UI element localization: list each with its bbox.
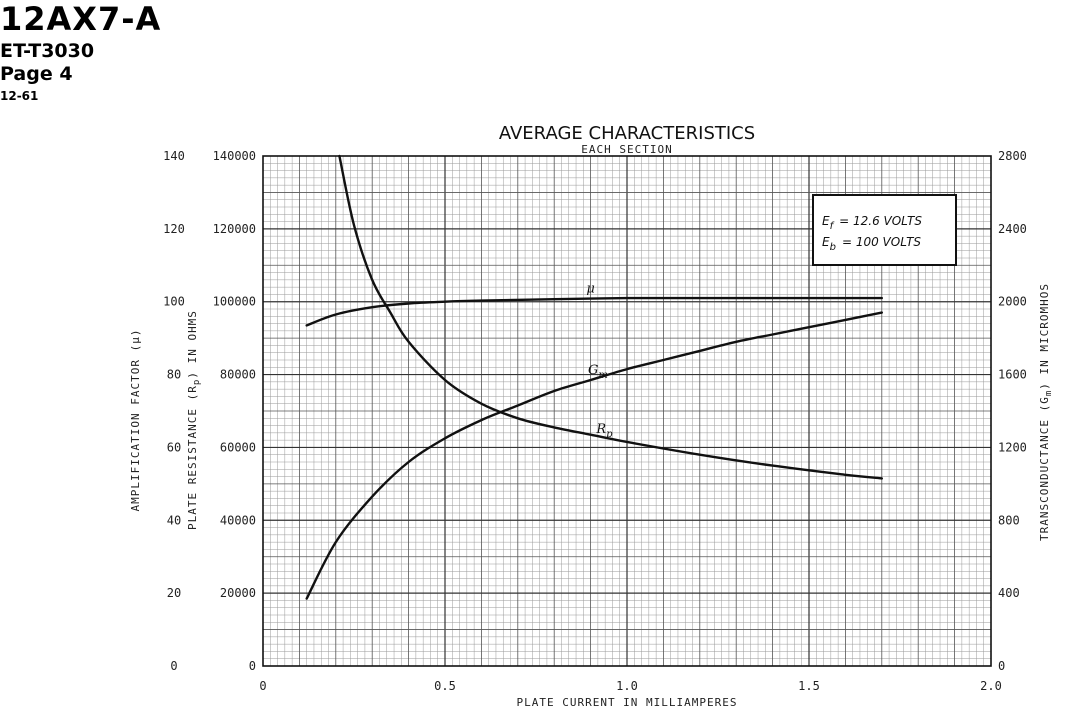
rp-tick-label: 60000 bbox=[220, 440, 256, 454]
rp-tick-label: 120000 bbox=[213, 222, 256, 236]
ef-value: = 12.6 VOLTS bbox=[839, 214, 922, 228]
rp-curve bbox=[338, 154, 883, 480]
gm-axis-ticks: 0 400 800 1200 1600 2000 2400 2800 bbox=[998, 149, 1027, 673]
conditions-box-frame bbox=[812, 194, 957, 266]
plot-frame bbox=[262, 155, 992, 667]
x-tick-label: 1.0 bbox=[616, 679, 638, 693]
page-number: Page 4 bbox=[0, 63, 73, 85]
gm-tick-label: 2000 bbox=[998, 295, 1027, 309]
gm-tick-label: 2400 bbox=[998, 222, 1027, 236]
eb-symbol: E bbox=[822, 235, 830, 249]
mu-tick-label: 120 bbox=[163, 222, 185, 236]
x-tick-label: 0 bbox=[259, 679, 266, 693]
mu-tick-label: 80 bbox=[167, 368, 181, 382]
gm-axis-label-sub: m bbox=[1044, 390, 1054, 396]
gm-axis-label-tail: ) IN MICROMHOS bbox=[1038, 283, 1051, 390]
rp-axis-ticks: 0 20000 40000 60000 80000 100000 120000 140000 bbox=[213, 149, 256, 673]
chart-title: AVERAGE CHARACTERISTICS bbox=[499, 123, 755, 144]
gm-tick-label: 2800 bbox=[998, 149, 1027, 163]
data-curves bbox=[305, 154, 883, 600]
conditions-box: Ef = 12.6 VOLTS Eb = 100 VOLTS bbox=[812, 194, 957, 266]
series-name: μ bbox=[586, 282, 594, 297]
major-grid bbox=[263, 156, 991, 666]
rp-tick-label: 100000 bbox=[213, 295, 256, 309]
chart-subtitle: EACH SECTION bbox=[581, 143, 672, 156]
x-tick-label: 0.5 bbox=[434, 679, 456, 693]
eb-subscript: b bbox=[830, 242, 836, 253]
gm-tick-label: 800 bbox=[998, 513, 1020, 527]
mu-tick-label: 40 bbox=[167, 513, 181, 527]
x-axis-label: PLATE CURRENT IN MILLIAMPERES bbox=[516, 696, 737, 709]
ef-symbol: E bbox=[822, 214, 830, 228]
series-name-sub: p bbox=[606, 429, 613, 440]
rp-axis-label: PLATE RESISTANCE (Rp) IN OHMS bbox=[186, 310, 202, 530]
gm-axis-label-main: TRANSCONDUCTANCE (G bbox=[1038, 396, 1051, 541]
series-name: G bbox=[588, 363, 598, 378]
gm-axis-label: TRANSCONDUCTANCE (Gm) IN MICROMHOS bbox=[1038, 283, 1054, 541]
rp-tick-label: 0 bbox=[249, 659, 256, 673]
gm-tick-label: 400 bbox=[998, 586, 1020, 600]
rp-tick-label: 140000 bbox=[213, 149, 256, 163]
document-date: 12-61 bbox=[0, 89, 39, 103]
mu-tick-label: 0 bbox=[170, 659, 177, 673]
x-axis-ticks: 0 0.5 1.0 1.5 2.0 bbox=[259, 679, 1001, 693]
rp-tick-label: 20000 bbox=[220, 586, 256, 600]
mu-curve bbox=[305, 296, 883, 327]
mu-tick-label: 20 bbox=[167, 586, 181, 600]
mu-tick-label: 60 bbox=[167, 440, 181, 454]
mu-tick-label: 140 bbox=[163, 149, 185, 163]
x-tick-label: 2.0 bbox=[980, 679, 1002, 693]
gm-tick-label: 1200 bbox=[998, 440, 1027, 454]
gm-tick-label: 0 bbox=[998, 659, 1005, 673]
eb-condition: Eb = 100 VOLTS bbox=[822, 235, 921, 253]
document-code: ET-T3030 bbox=[0, 40, 95, 62]
gm-tick-label: 1600 bbox=[998, 368, 1027, 382]
series-name: R bbox=[595, 422, 606, 437]
x-tick-label: 1.5 bbox=[798, 679, 820, 693]
mu-tick-label: 100 bbox=[163, 295, 185, 309]
series-name-sub: m bbox=[598, 370, 607, 381]
eb-value: = 100 VOLTS bbox=[842, 235, 921, 249]
mu-curve-label: μ bbox=[586, 282, 594, 297]
rp-axis-label-tail: ) IN OHMS bbox=[186, 310, 199, 379]
tube-type-title: 12AX7-A bbox=[0, 0, 162, 38]
gm-curve-label: Gm bbox=[588, 363, 608, 381]
ef-subscript: f bbox=[830, 221, 835, 232]
curve-labels: μ Gm Rp bbox=[586, 282, 613, 440]
mu-axis-ticks: 0 20 40 60 80 100 120 140 bbox=[163, 149, 185, 673]
rp-tick-label: 40000 bbox=[220, 513, 256, 527]
gm-curve bbox=[305, 311, 883, 600]
rp-curve-label: Rp bbox=[595, 422, 613, 440]
mu-axis-label: AMPLIFICATION FACTOR (μ) bbox=[129, 329, 142, 512]
rp-tick-label: 80000 bbox=[220, 368, 256, 382]
ef-condition: Ef = 12.6 VOLTS bbox=[822, 214, 922, 232]
rp-axis-label-main: PLATE RESISTANCE (R bbox=[186, 385, 199, 530]
rp-axis-label-sub: p bbox=[192, 379, 202, 385]
